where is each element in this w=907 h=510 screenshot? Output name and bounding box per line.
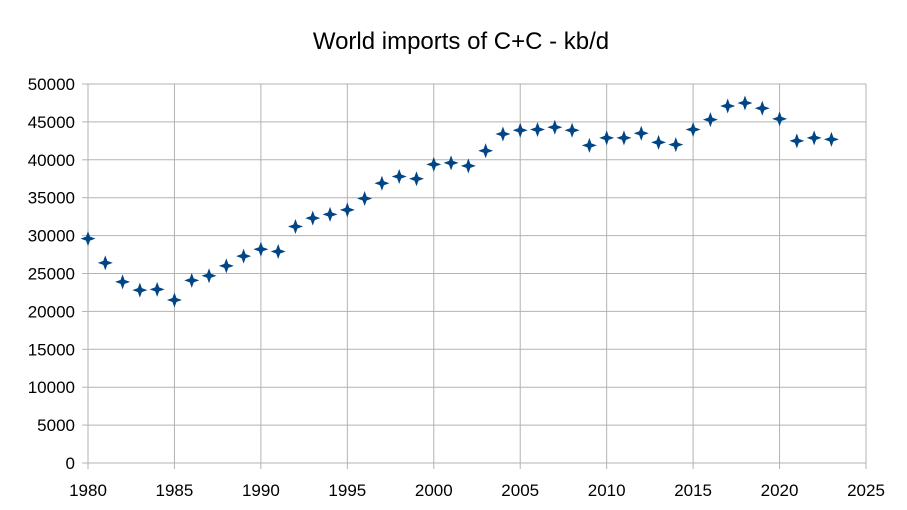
x-tick-label: 1995 bbox=[328, 481, 366, 500]
y-tick-label: 15000 bbox=[28, 340, 75, 359]
data-point bbox=[236, 248, 252, 264]
data-point bbox=[720, 98, 736, 114]
data-point bbox=[668, 137, 684, 153]
data-point bbox=[789, 133, 805, 149]
y-tick-label: 5000 bbox=[37, 416, 75, 435]
data-point bbox=[772, 111, 788, 127]
data-point bbox=[823, 131, 839, 147]
data-point bbox=[322, 206, 338, 222]
data-point bbox=[806, 130, 822, 146]
data-point bbox=[201, 268, 217, 284]
x-tick-label: 2025 bbox=[847, 481, 885, 500]
y-tick-label: 30000 bbox=[28, 227, 75, 246]
y-tick-label: 35000 bbox=[28, 189, 75, 208]
data-point bbox=[581, 137, 597, 153]
data-point bbox=[443, 155, 459, 171]
x-tick-label: 1980 bbox=[69, 481, 107, 500]
x-tick-label: 2005 bbox=[501, 481, 539, 500]
data-point bbox=[253, 241, 269, 257]
y-tick-label: 40000 bbox=[28, 151, 75, 170]
data-point bbox=[149, 281, 165, 297]
x-tick-label: 1990 bbox=[242, 481, 280, 500]
data-point bbox=[651, 134, 667, 150]
data-point bbox=[339, 202, 355, 218]
data-point bbox=[305, 210, 321, 226]
data-point bbox=[184, 272, 200, 288]
data-point bbox=[495, 126, 511, 142]
x-tick-label: 2020 bbox=[761, 481, 799, 500]
x-tick-label: 2015 bbox=[674, 481, 712, 500]
data-point bbox=[702, 112, 718, 128]
data-point bbox=[97, 255, 113, 271]
x-tick-label: 2000 bbox=[415, 481, 453, 500]
data-point bbox=[633, 125, 649, 141]
x-tick-label: 1985 bbox=[156, 481, 194, 500]
data-point bbox=[115, 274, 131, 290]
data-point bbox=[547, 119, 563, 135]
data-point bbox=[737, 95, 753, 111]
data-point bbox=[218, 258, 234, 274]
y-tick-label: 45000 bbox=[28, 113, 75, 132]
data-point bbox=[512, 122, 528, 138]
data-point bbox=[287, 219, 303, 235]
y-tick-label: 50000 bbox=[28, 75, 75, 94]
data-point bbox=[530, 121, 546, 137]
x-tick-labels: 1980 1985 1990 1995 2000 2005 2010 2015 2020 2025 bbox=[69, 481, 885, 500]
data-point bbox=[564, 122, 580, 138]
data-point bbox=[357, 190, 373, 206]
data-points bbox=[80, 95, 839, 308]
data-point bbox=[478, 143, 494, 159]
y-tick-labels: 0 5000 10000 15000 20000 25000 30000 35000 40000… bbox=[28, 75, 75, 473]
data-point bbox=[426, 156, 442, 172]
data-point bbox=[132, 282, 148, 298]
data-point bbox=[408, 171, 424, 187]
data-point bbox=[80, 231, 96, 247]
data-point bbox=[374, 175, 390, 191]
data-point bbox=[599, 130, 615, 146]
data-point bbox=[616, 130, 632, 146]
data-point bbox=[166, 292, 182, 308]
y-tick-label: 20000 bbox=[28, 302, 75, 321]
axes bbox=[82, 83, 867, 469]
y-tick-label: 10000 bbox=[28, 378, 75, 397]
data-point bbox=[754, 100, 770, 116]
data-point bbox=[270, 244, 286, 260]
data-point bbox=[460, 158, 476, 174]
data-point bbox=[685, 121, 701, 137]
x-tick-label: 2010 bbox=[588, 481, 626, 500]
data-point bbox=[391, 168, 407, 184]
y-tick-label: 0 bbox=[66, 454, 75, 473]
y-tick-label: 25000 bbox=[28, 265, 75, 284]
grid bbox=[87, 83, 867, 464]
chart-title: World imports of C+C - kb/d bbox=[313, 28, 609, 55]
